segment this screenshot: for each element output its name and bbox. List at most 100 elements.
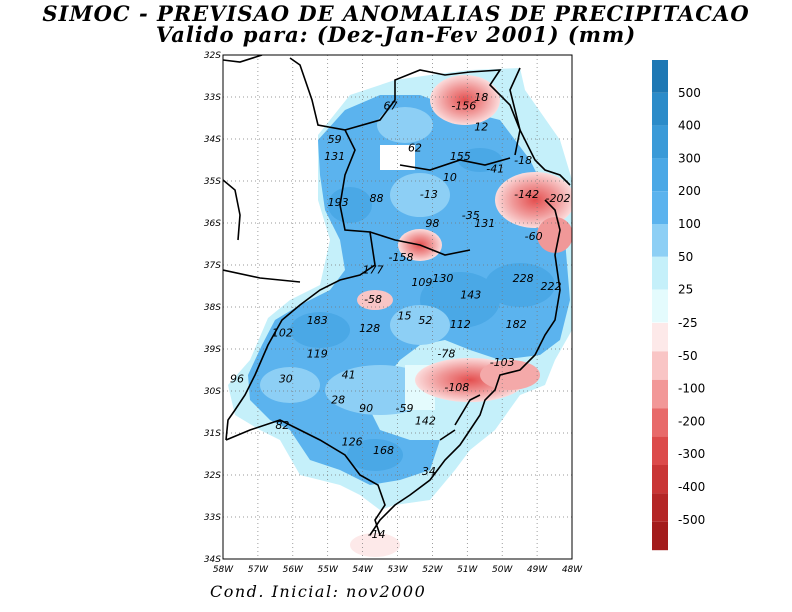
anomaly-value-label: 182 — [506, 318, 527, 331]
colorbar-label-negative: -300 — [678, 447, 705, 461]
anomaly-200-300-b — [458, 148, 502, 172]
anomaly-value-label: -58 — [364, 293, 382, 306]
colorbar-label-negative: -25 — [678, 316, 698, 330]
colorbar-label-negative: -50 — [678, 349, 698, 363]
lat-tick-label: 35S — [204, 177, 221, 187]
anomaly-value-label: -59 — [395, 402, 413, 415]
anomaly-200-300-a — [328, 187, 372, 223]
map-borders — [223, 55, 571, 536]
latitude-ticks: 32S 33S 34S 35S 36S 37S 38S 39S 30S 31S 32S 33S 34S — [204, 51, 221, 565]
colorbar-swatch-negative — [652, 379, 668, 409]
anomaly-low-a — [390, 173, 450, 217]
anomaly-value-label: 67 — [384, 100, 398, 113]
lat-tick-label: 34S — [204, 555, 221, 565]
map-subtitle: Valido para: (Dez-Jan-Fev 2001) (mm) — [155, 22, 637, 47]
anomaly-value-label: 131 — [324, 150, 345, 163]
colorbar-swatch-negative — [652, 465, 668, 494]
anomaly-value-label: 168 — [373, 444, 394, 457]
anomaly-value-label: 126 — [342, 436, 363, 449]
anomaly-value-label: -41 — [486, 163, 504, 176]
colorbar-label-negative: -400 — [678, 480, 705, 494]
anomaly-value-label: 228 — [513, 272, 534, 285]
anomaly-neg-north — [430, 75, 500, 125]
anomaly-value-label: -142 — [514, 188, 539, 201]
anomaly-low-d — [260, 367, 320, 403]
border-paraguay-brazil — [223, 55, 376, 441]
anomaly-value-label: -202 — [546, 192, 571, 205]
lagoa-dos-patos — [439, 394, 481, 441]
border-parana-river — [369, 231, 471, 256]
lon-tick-label: 50W — [492, 565, 513, 575]
colorbar-label-positive: 200 — [678, 184, 701, 198]
anomaly-neg-east — [495, 172, 572, 228]
lon-tick-label: 55W — [318, 565, 339, 575]
colorbar-swatch-positive — [652, 224, 668, 257]
border-argentina-north — [223, 179, 301, 283]
colorbar-label-positive: 50 — [678, 250, 693, 264]
anomaly-value-label: 119 — [307, 347, 328, 360]
anomaly-value-label: 131 — [474, 217, 495, 230]
anomaly-value-label: 52 — [418, 314, 432, 327]
anomaly-value-label: 41 — [342, 368, 356, 381]
lat-tick-label: 31S — [204, 429, 221, 439]
colorbar-label-positive: 500 — [678, 86, 701, 100]
colorbar-swatch-negative — [652, 351, 668, 380]
anomaly-value-label: 183 — [307, 314, 328, 327]
colorbar-label-positive: 25 — [678, 283, 693, 297]
anomaly-value-label: 222 — [541, 280, 562, 293]
anomaly-value-label: 109 — [411, 276, 432, 289]
map-grid — [223, 55, 572, 559]
anomaly-field — [228, 68, 572, 557]
anomaly-value-label: -18 — [514, 154, 532, 167]
lon-tick-label: 53W — [387, 565, 408, 575]
lat-tick-label: 37S — [204, 261, 221, 271]
colorbar-swatch-negative — [652, 323, 668, 352]
border-states-north — [344, 69, 521, 171]
anomaly-value-label: 155 — [450, 150, 471, 163]
colorbar-swatch-positive — [652, 289, 668, 323]
anomaly-value-label: 28 — [331, 394, 345, 407]
map-title: SIMOC - PREVISAO DE ANOMALIAS DE PRECIPI… — [42, 1, 750, 26]
colorbar-swatch-negative — [652, 521, 668, 551]
lat-tick-label: 33S — [204, 93, 221, 103]
anomaly-value-label: -13 — [420, 188, 438, 201]
lat-tick-label: 39S — [204, 345, 221, 355]
lat-tick-label: 30S — [204, 387, 221, 397]
anomaly-value-label: 62 — [408, 142, 422, 155]
anomaly-value-label: -156 — [451, 100, 476, 113]
anomaly-low-b — [390, 305, 450, 345]
anomaly-value-label: 88 — [370, 192, 384, 205]
colorbar-label-negative: -200 — [678, 414, 705, 428]
lat-tick-label: 36S — [204, 219, 221, 229]
lat-tick-label: 38S — [204, 303, 221, 313]
anomaly-200-300-e — [290, 312, 350, 348]
colorbar-swatch-negative — [652, 493, 668, 522]
anomaly-value-label: 12 — [474, 121, 488, 134]
anomaly-value-label: -103 — [490, 356, 515, 369]
colorbar-label-positive: 100 — [678, 217, 701, 231]
anomaly-value-label: 98 — [425, 217, 439, 230]
colorbar-positive: 500 400 300 200 100 50 25 — [652, 60, 701, 323]
anomaly-value-label: 15 — [397, 310, 411, 323]
lat-tick-label: 32S — [204, 471, 221, 481]
anomaly-value-label: 34 — [422, 465, 436, 478]
colorbar-swatch-negative — [652, 408, 668, 437]
colorbar-label-negative: -100 — [678, 382, 705, 396]
anomaly-value-label: 59 — [328, 133, 342, 146]
anomaly-value-label: 90 — [359, 402, 373, 415]
colorbar-label-negative: -500 — [678, 513, 705, 527]
colorbar-negative: -25 -50 -100 -200 -300 -400 -500 — [652, 316, 705, 551]
anomaly-value-label: 10 — [443, 171, 457, 184]
lat-tick-label: 34S — [204, 135, 221, 145]
lon-tick-label: 48W — [562, 565, 583, 575]
lon-tick-label: 51W — [457, 565, 478, 575]
border-uruguay — [225, 419, 386, 536]
lon-tick-label: 54W — [352, 565, 373, 575]
anomaly-value-label: 82 — [275, 419, 289, 432]
anomaly-neg-south2 — [480, 360, 540, 390]
lon-tick-label: 56W — [283, 565, 304, 575]
colorbar-swatch-positive — [652, 256, 668, 290]
colorbar-swatch-positive — [652, 158, 668, 192]
